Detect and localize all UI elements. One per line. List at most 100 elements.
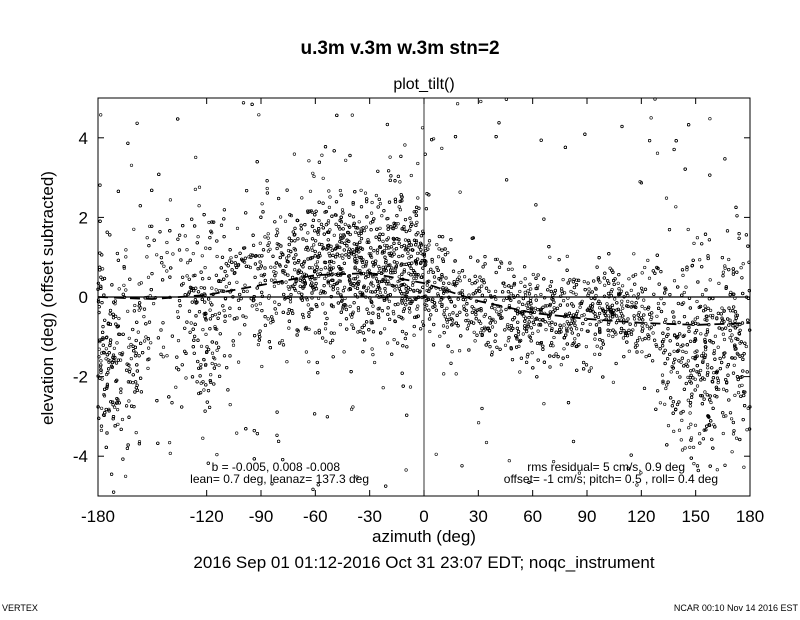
scatter-point [137,440,142,444]
scatter-point [603,313,608,317]
scatter-point [226,264,230,268]
scatter-point [102,393,106,397]
scatter-point [742,465,746,469]
scatter-point [369,254,373,258]
scatter-point [409,266,413,271]
scatter-point [746,244,750,248]
scatter-point [722,414,726,419]
scatter-point [150,188,154,192]
scatter-point [136,330,140,334]
scatter-point [737,331,741,336]
scatter-point [681,334,685,338]
scatter-point [210,286,214,290]
scatter-point [507,284,511,288]
scatter-point [224,285,228,289]
scatter-point [350,315,354,319]
scatter-point [390,352,394,356]
scatter-point [335,113,339,117]
scatter-point [371,353,375,357]
scatter-point [422,254,427,258]
scatter-point [439,298,443,302]
scatter-point [168,275,172,279]
scatter-point [383,327,387,331]
scatter-point [637,336,642,340]
scatter-point [245,289,249,293]
scatter-point [279,215,283,219]
scatter-point [314,263,318,267]
scatter-point [483,312,488,317]
scatter-point [629,305,633,309]
scatter-point [293,261,297,265]
scatter-point [404,262,408,267]
scatter-point [671,400,676,404]
scatter-point [495,310,499,314]
scatter-point [341,256,345,260]
scatter-point [666,424,671,428]
scatter-point [532,310,537,314]
scatter-point [731,420,736,425]
scatter-point [739,375,743,380]
scatter-point [132,349,136,353]
scatter-point [353,293,357,297]
scatter-point [506,323,510,327]
scatter-point [735,324,739,328]
scatter-point [588,304,593,308]
scatter-point [313,213,317,217]
scatter-point [415,220,419,224]
scatter-point [565,354,570,359]
scatter-point [740,276,744,280]
scatter-point [283,219,288,223]
scatter-point [109,472,114,476]
scatter-point [633,323,638,327]
scatter-point [319,267,323,272]
scatter-point [434,308,439,312]
scatter-point [149,341,153,345]
scatter-point [317,219,321,223]
scatter-point [433,301,437,305]
scatter-point [303,327,308,331]
scatter-point [334,255,338,259]
scatter-point [674,205,678,209]
scatter-point [427,317,432,321]
scatter-point [415,205,419,209]
scatter-point [632,314,636,318]
scatter-point [223,269,227,274]
scatter-point [672,147,676,152]
scatter-point [609,310,613,314]
scatter-point [296,271,300,275]
scatter-point [712,371,716,375]
scatter-point [590,290,594,294]
scatter-point [104,347,108,351]
scatter-point [687,329,691,334]
scatter-point [402,225,406,229]
scatter-point [186,292,191,296]
scatter-point [601,375,605,379]
scatter-point [414,239,418,243]
scatter-point [706,254,710,258]
scatter-point [497,121,501,125]
scatter-point [526,301,530,305]
scatter-point [437,277,441,281]
scatter-point [710,380,715,384]
scatter-point [733,326,738,330]
scatter-point [315,304,319,309]
scatter-point [243,323,247,327]
scatter-point [735,351,739,356]
scatter-point [566,281,570,285]
scatter-point [306,303,310,307]
scatter-point [102,351,106,355]
scatter-point [201,277,205,281]
scatter-point [204,312,208,316]
scatter-point [565,254,569,258]
scatter-point [405,345,409,349]
scatter-point [138,301,142,305]
scatter-point [419,234,424,238]
scatter-point [217,311,221,315]
scatter-point [101,336,105,340]
scatter-point [734,336,738,341]
scatter-point [488,321,492,325]
scatter-point [388,155,392,159]
scatter-point [364,264,368,268]
scatter-point [360,260,365,265]
scatter-point [518,370,522,374]
